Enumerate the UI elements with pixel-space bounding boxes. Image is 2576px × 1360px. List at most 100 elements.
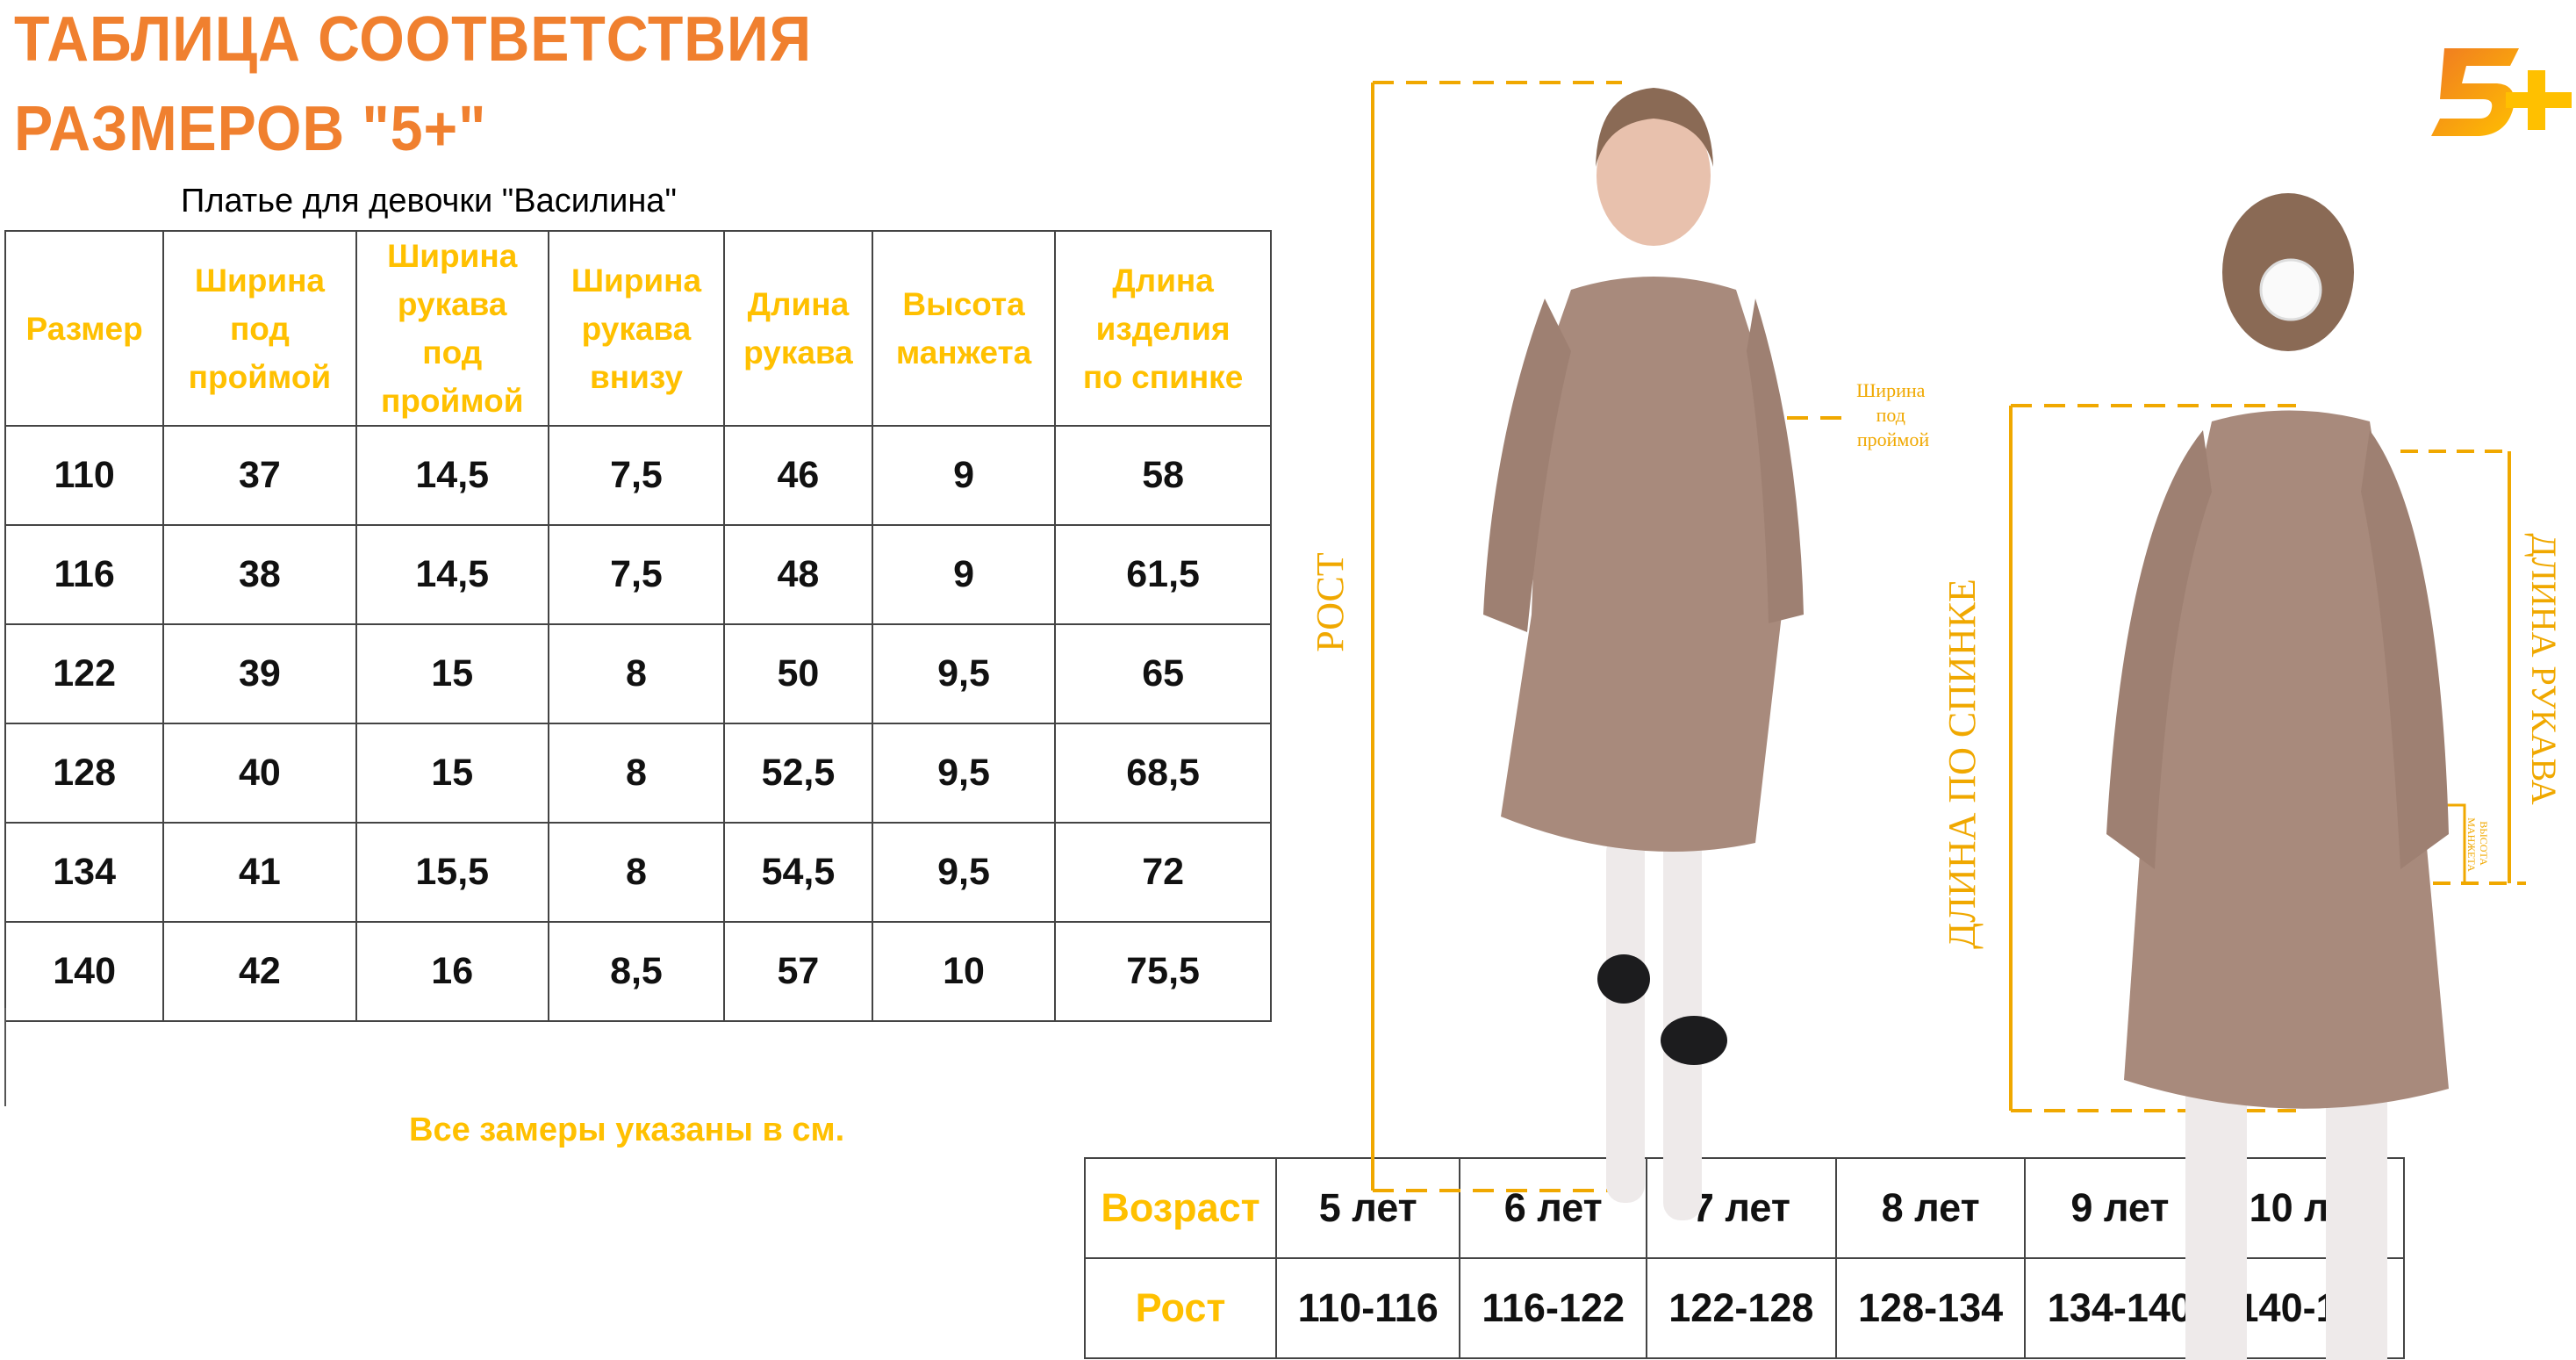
- page-title-line-2: РАЗМЕРОВ "5+": [14, 94, 487, 164]
- column-header-line: под: [229, 310, 290, 347]
- table-row: 134 41 15,5 8 54,5 9,5 72: [4, 822, 1272, 923]
- column-header: Размер: [4, 230, 165, 427]
- table-cell: 42: [162, 921, 357, 1022]
- table-cell: 7,5: [547, 425, 726, 526]
- cuff-height-measure-label: ВЫСОТА МАНЖЕТА: [2465, 817, 2490, 872]
- table-cell: 9,5: [871, 822, 1057, 923]
- table-row: 140 42 16 8,5 57 10 75,5: [4, 921, 1272, 1022]
- table-cell: 38: [162, 524, 357, 625]
- table-cell: 40: [162, 723, 357, 824]
- column-header-line: Длина: [747, 286, 850, 322]
- back-view-girl: [2106, 193, 2449, 1360]
- measure-lines: [1371, 81, 2526, 1192]
- height-cell: 110-116: [1274, 1257, 1461, 1359]
- height-cell: 128-134: [1834, 1257, 2027, 1359]
- column-header-line: Длина: [1112, 262, 1214, 299]
- table-cell: 41: [162, 822, 357, 923]
- column-header-line: Ширина: [387, 238, 518, 274]
- table-cell: 8,5: [547, 921, 726, 1022]
- chest-width-measure-label: Ширина под проймой: [1856, 379, 1930, 450]
- table-row: 110 37 14,5 7,5 46 9 58: [4, 425, 1272, 526]
- column-header-line: Ширина: [194, 262, 326, 299]
- column-header-line: проймой: [380, 383, 524, 419]
- column-header: Длина рукава: [723, 230, 873, 427]
- table-cell: 39: [162, 623, 357, 724]
- product-subtitle: Платье для девочки "Василина": [181, 183, 677, 219]
- column-header: Ширина под проймой: [162, 230, 357, 427]
- table-cell: 72: [1054, 822, 1272, 923]
- table-cell: 9: [871, 524, 1057, 625]
- table-cell: 8: [547, 623, 726, 724]
- age-cell: 5 лет: [1274, 1157, 1461, 1259]
- table-cell: 14,5: [355, 524, 549, 625]
- measurement-photo: РОСТ Ширина под проймой ДЛИНА ПО СПИНКЕ …: [1309, 81, 2564, 1360]
- table-cell: 128: [4, 723, 165, 824]
- age-row: Возраст 5 лет 6 лет 7 лет 8 лет 9 лет 10 лет: [1084, 1157, 2405, 1259]
- column-header: Ширина рукава под проймой: [355, 230, 549, 427]
- table-cell: 46: [723, 425, 873, 526]
- table-cell: 48: [723, 524, 873, 625]
- column-header-line: Ширина: [570, 262, 702, 299]
- table-cell: 61,5: [1054, 524, 1272, 625]
- column-header: Ширина рукава внизу: [547, 230, 726, 427]
- age-cell: 9 лет: [2024, 1157, 2216, 1259]
- table-cell: 140: [4, 921, 165, 1022]
- column-header-line: Высота: [902, 286, 1025, 322]
- divider: [4, 1008, 6, 1106]
- table-cell: 65: [1054, 623, 1272, 724]
- table-cell: 54,5: [723, 822, 873, 923]
- height-cell: 122-128: [1645, 1257, 1837, 1359]
- sleeve-length-measure-label: ДЛИНА РУКАВА: [2524, 533, 2564, 804]
- height-cell: 116-122: [1459, 1257, 1647, 1359]
- table-cell: 14,5: [355, 425, 549, 526]
- age-cell: 8 лет: [1834, 1157, 2027, 1259]
- table-cell: 57: [723, 921, 873, 1022]
- column-header-line: по спинке: [1082, 358, 1244, 395]
- height-measure-label: РОСТ: [1309, 552, 1352, 652]
- column-header-line: рукава: [743, 335, 853, 371]
- height-row: Рост 110-116 116-122 122-128 128-134 134-140…: [1084, 1257, 2405, 1359]
- table-row: 116 38 14,5 7,5 48 9 61,5: [4, 524, 1272, 625]
- units-note: Все замеры указаны в см.: [409, 1112, 845, 1148]
- table-cell: 15: [355, 723, 549, 824]
- table-cell: 50: [723, 623, 873, 724]
- table-row: 122 39 15 8 50 9,5 65: [4, 623, 1272, 724]
- column-header: Длина изделия по спинке: [1054, 230, 1272, 427]
- table-cell: 16: [355, 921, 549, 1022]
- table-cell: 75,5: [1054, 921, 1272, 1022]
- table-cell: 9: [871, 425, 1057, 526]
- column-header-line: проймой: [188, 358, 332, 395]
- table-cell: 9,5: [871, 623, 1057, 724]
- table-cell: 15: [355, 623, 549, 724]
- table-cell: 15,5: [355, 822, 549, 923]
- brand-logo: [2431, 48, 2572, 136]
- table-cell: 8: [547, 822, 726, 923]
- age-height-table: Возраст 5 лет 6 лет 7 лет 8 лет 9 лет 10 лет …: [1084, 1157, 2405, 1359]
- column-header-line: внизу: [590, 358, 683, 395]
- height-label: Рост: [1084, 1257, 1277, 1359]
- table-cell: 58: [1054, 425, 1272, 526]
- table-cell: 110: [4, 425, 165, 526]
- table-cell: 134: [4, 822, 165, 923]
- column-header-line: Размер: [25, 310, 143, 347]
- table-row: 128 40 15 8 52,5 9,5 68,5: [4, 723, 1272, 824]
- column-header-line: рукава: [581, 310, 692, 347]
- table-cell: 37: [162, 425, 357, 526]
- table-cell: 52,5: [723, 723, 873, 824]
- size-table: Размер Ширина под проймой Ширина рукава под про…: [4, 230, 1272, 1022]
- column-header: Высота манжета: [871, 230, 1057, 427]
- table-cell: 10: [871, 921, 1057, 1022]
- front-view-girl: [1483, 88, 1804, 1220]
- table-cell: 122: [4, 623, 165, 724]
- table-cell: 8: [547, 723, 726, 824]
- column-header-line: манжета: [895, 335, 1032, 371]
- age-label: Возраст: [1084, 1157, 1277, 1259]
- page-title-line-1: ТАБЛИЦА СООТВЕТСТВИЯ: [14, 4, 813, 75]
- column-header-line: под: [422, 335, 483, 371]
- table-cell: 9,5: [871, 723, 1057, 824]
- table-cell: 68,5: [1054, 723, 1272, 824]
- height-cell: 134-140: [2024, 1257, 2216, 1359]
- size-table-header: Размер Ширина под проймой Ширина рукава под про…: [4, 230, 1272, 427]
- column-header-line: рукава: [397, 286, 507, 322]
- table-cell: 7,5: [547, 524, 726, 625]
